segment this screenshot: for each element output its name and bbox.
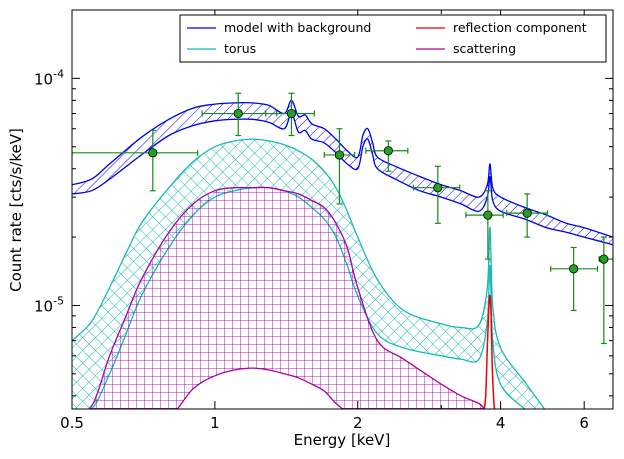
model-band-lower-edge <box>72 112 613 246</box>
data-point-marker <box>334 150 345 160</box>
data-point-marker <box>433 183 443 193</box>
legend-box <box>179 14 607 63</box>
y-tick-label-exponent: -4 <box>53 67 64 80</box>
scattering-band <box>88 186 485 409</box>
y-tick-label-base: 10 <box>34 297 53 315</box>
legend-label-model: model with background <box>224 20 371 35</box>
x-tick-label: 2 <box>353 414 363 432</box>
x-tick-label: 6 <box>579 414 589 432</box>
torus-band-upper-edge <box>72 138 546 409</box>
data-point-8 <box>506 193 549 238</box>
data-point-marker <box>383 146 393 156</box>
plot-frame <box>71 9 614 410</box>
data-point-marker <box>148 148 158 158</box>
data-point-4 <box>323 128 356 205</box>
y-axis-tick-labels: 10-510-4 <box>34 67 64 315</box>
x-axis-tick-labels: 0.5 1 2 4 6 <box>60 414 589 432</box>
y-tick-label: 10-4 <box>34 67 64 88</box>
data-point-6 <box>412 165 461 224</box>
x-tick-label: 0.5 <box>60 414 84 432</box>
data-point-7 <box>465 190 504 260</box>
axis-ticks <box>71 9 613 409</box>
data-point-9 <box>550 246 599 312</box>
legend-label-reflection: reflection component <box>453 20 587 35</box>
model-band-fill <box>72 100 613 245</box>
reflection-line-curve <box>483 294 496 409</box>
data-points <box>72 92 613 345</box>
x-tick-label: 1 <box>210 414 220 432</box>
scattering-band-lower-edge <box>176 367 345 409</box>
plot-area <box>72 99 613 409</box>
y-tick-label-base: 10 <box>34 70 53 88</box>
y-axis-label: Count rate [cts/s/keV] <box>7 128 25 292</box>
data-point-marker <box>522 208 532 218</box>
data-point-marker <box>286 108 297 119</box>
data-point-1 <box>72 129 199 192</box>
reflection-line <box>483 294 496 409</box>
y-tick-label: 10-5 <box>34 294 64 315</box>
legend-label-torus: torus <box>224 41 256 56</box>
scattering-band-fill <box>89 187 485 409</box>
data-point-marker <box>599 254 609 264</box>
legend-label-scattering: scattering <box>453 41 516 56</box>
scattering-band-upper-edge <box>88 186 485 409</box>
data-point-marker <box>569 264 579 274</box>
data-point-marker <box>483 210 493 220</box>
x-axis-label: Energy [keV] <box>294 431 391 449</box>
data-point-3 <box>265 92 315 137</box>
legend: model with background torus reflection c… <box>179 14 607 63</box>
data-point-marker <box>233 108 243 119</box>
x-tick-label: 4 <box>496 414 506 432</box>
model-band <box>72 99 613 246</box>
model-band-upper-edge <box>72 99 613 238</box>
data-point-10 <box>598 236 613 345</box>
data-point-2 <box>201 92 278 137</box>
data-point-5 <box>365 140 409 172</box>
y-tick-label-exponent: -5 <box>53 294 64 307</box>
